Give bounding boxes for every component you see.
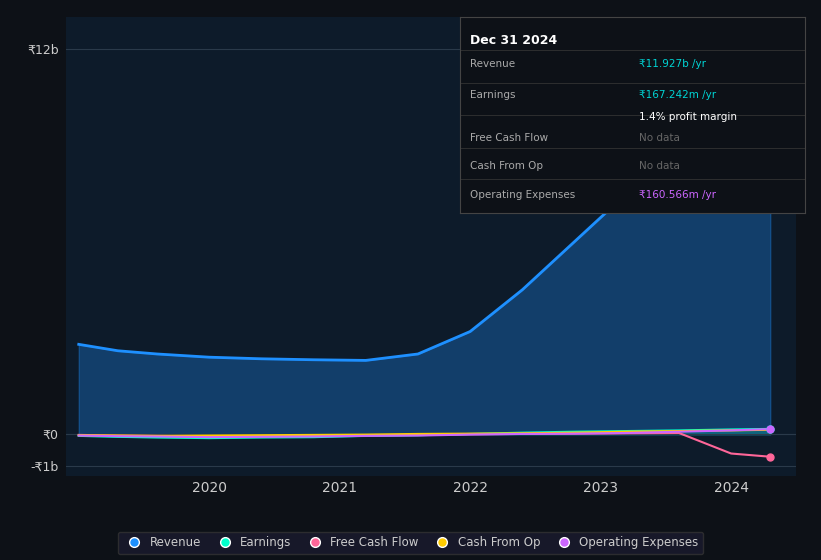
Text: Revenue: Revenue	[470, 59, 516, 69]
Text: ₹11.927b /yr: ₹11.927b /yr	[639, 59, 706, 69]
Legend: Revenue, Earnings, Free Cash Flow, Cash From Op, Operating Expenses: Revenue, Earnings, Free Cash Flow, Cash …	[118, 531, 703, 554]
Text: Cash From Op: Cash From Op	[470, 161, 544, 171]
Text: Free Cash Flow: Free Cash Flow	[470, 133, 548, 143]
Text: Earnings: Earnings	[470, 90, 516, 100]
Text: Dec 31 2024: Dec 31 2024	[470, 35, 557, 48]
Text: ₹167.242m /yr: ₹167.242m /yr	[639, 90, 716, 100]
Text: No data: No data	[639, 161, 680, 171]
Text: ₹160.566m /yr: ₹160.566m /yr	[639, 190, 716, 200]
Text: Operating Expenses: Operating Expenses	[470, 190, 576, 200]
Text: 1.4% profit margin: 1.4% profit margin	[639, 112, 737, 122]
Text: No data: No data	[639, 133, 680, 143]
